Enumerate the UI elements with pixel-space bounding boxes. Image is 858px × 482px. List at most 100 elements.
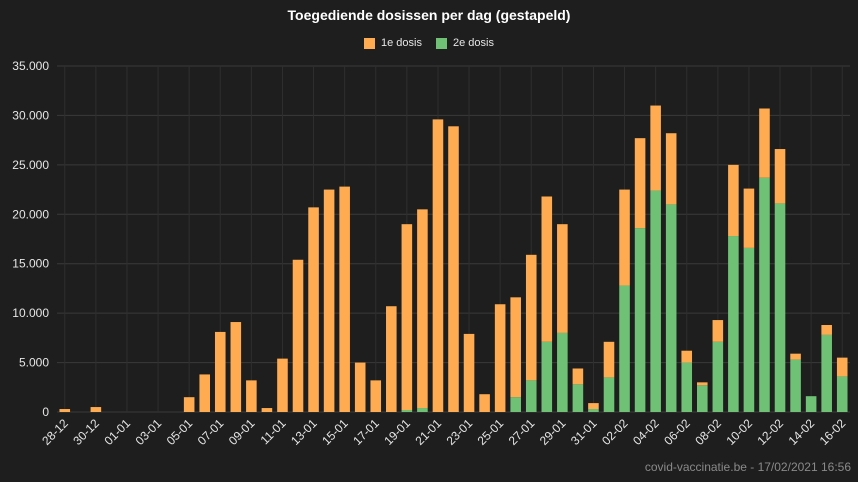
x-tick-label: 30-12 [70, 416, 102, 448]
x-axis: 28-12 30-12 01-01 03-01 05-01 07-01 09-01 11-01… [39, 416, 848, 448]
bar-first-dose [308, 207, 319, 412]
bar-first-dose [370, 380, 382, 412]
x-tick-label: 21-01 [412, 416, 444, 448]
bar-first-dose [354, 362, 366, 412]
bar-first-dose [386, 306, 397, 412]
bar-first-dose [463, 333, 475, 412]
bar-first-dose [277, 358, 288, 412]
bar-second-dose [525, 380, 537, 412]
x-tick-label: 05-01 [164, 416, 196, 448]
y-axis: 0 5.000 10.000 15.000 20.000 25.000 30.000 35.0… [12, 59, 49, 419]
bar-first-dose [261, 408, 273, 412]
chart-title: Toegediende dosissen per dag (gestapeld) [287, 7, 571, 23]
bar-first-dose [696, 382, 708, 386]
x-tick-label: 10-02 [723, 416, 755, 448]
legend-swatch-first-dose [364, 37, 376, 49]
bar-second-dose [634, 228, 646, 412]
bar-second-dose [619, 285, 630, 412]
bar-first-dose [557, 224, 568, 333]
x-tick-label: 25-01 [475, 416, 507, 448]
bar-first-dose [339, 186, 350, 412]
bar-second-dose [821, 334, 832, 412]
bar-first-dose [494, 304, 506, 412]
bar-second-dose [712, 341, 724, 412]
bar-second-dose [681, 362, 693, 412]
legend-item-second-dose[interactable]: 2e dosis [436, 37, 494, 49]
x-tick-label: 02-02 [599, 416, 631, 448]
bar-first-dose [588, 403, 599, 410]
bar-second-dose [417, 408, 428, 412]
bar-first-dose [510, 297, 521, 398]
x-tick-label: 08-02 [692, 416, 724, 448]
bar-first-dose [541, 196, 553, 342]
legend-item-first-dose[interactable]: 1e dosis [364, 37, 422, 49]
x-tick-label: 29-01 [537, 416, 569, 448]
x-tick-label: 16-02 [817, 416, 849, 448]
x-tick-label: 07-01 [195, 416, 227, 448]
bar-first-dose [821, 325, 832, 335]
bar-first-dose [650, 105, 661, 191]
bar-second-dose [401, 410, 413, 412]
bar-first-dose [417, 209, 428, 409]
x-tick-label: 28-12 [39, 416, 71, 448]
bar-first-dose [448, 126, 459, 412]
bar-first-dose [59, 409, 71, 412]
bar-first-dose [214, 331, 226, 412]
bar-first-dose [323, 189, 335, 412]
bar-first-dose [836, 357, 848, 377]
y-tick-label: 20.000 [12, 207, 49, 221]
bar-first-dose [199, 374, 211, 412]
bar-first-dose [479, 394, 490, 412]
bar-second-dose [805, 396, 817, 412]
x-tick-label: 04-02 [630, 416, 662, 448]
bar-second-dose [557, 332, 568, 412]
bar-second-dose [836, 376, 848, 412]
y-tick-label: 35.000 [12, 59, 49, 73]
y-tick-label: 30.000 [12, 108, 49, 122]
bar-first-dose [619, 189, 630, 286]
bar-second-dose [696, 385, 708, 412]
bar-second-dose [665, 204, 677, 412]
bar-second-dose [572, 384, 584, 412]
y-tick-label: 0 [42, 405, 49, 419]
x-tick-label: 06-02 [661, 416, 693, 448]
x-tick-label: 01-01 [101, 416, 133, 448]
y-tick-label: 25.000 [12, 158, 49, 172]
bar-first-dose [246, 380, 257, 412]
bar-first-dose [743, 188, 755, 248]
bar-first-dose [774, 149, 786, 204]
x-tick-label: 27-01 [506, 416, 538, 448]
bar-second-dose [588, 409, 599, 412]
y-tick-label: 15.000 [12, 257, 49, 271]
x-tick-label: 13-01 [288, 416, 320, 448]
bar-first-dose [759, 108, 770, 178]
bar-second-dose [774, 203, 786, 412]
legend-label-second-dose: 2e dosis [453, 37, 494, 49]
bar-first-dose [790, 353, 801, 360]
bar-first-dose [292, 259, 304, 412]
x-tick-label: 17-01 [350, 416, 382, 448]
bar-first-dose [183, 397, 195, 412]
x-tick-label: 23-01 [444, 416, 476, 448]
x-tick-label: 14-02 [786, 416, 818, 448]
bar-second-dose [743, 247, 755, 412]
bar-first-dose [712, 320, 724, 342]
bar-first-dose [681, 350, 693, 363]
bar-first-dose [525, 254, 537, 381]
x-tick-label: 09-01 [226, 416, 258, 448]
x-tick-label: 12-02 [755, 416, 787, 448]
bar-second-dose [650, 190, 661, 412]
x-tick-label: 03-01 [133, 416, 165, 448]
bar-second-dose [728, 236, 739, 412]
bar-first-dose [90, 407, 102, 412]
source-footer: covid-vaccinatie.be - 17/02/2021 16:56 [644, 460, 851, 474]
legend: 1e dosis 2e dosis [0, 37, 858, 49]
x-tick-label: 19-01 [381, 416, 413, 448]
legend-swatch-second-dose [436, 37, 447, 49]
x-tick-label: 15-01 [319, 416, 351, 448]
bar-first-dose [432, 119, 444, 412]
bar-first-dose [665, 133, 677, 205]
bar-second-dose [541, 341, 553, 412]
bar-second-dose [510, 397, 521, 412]
